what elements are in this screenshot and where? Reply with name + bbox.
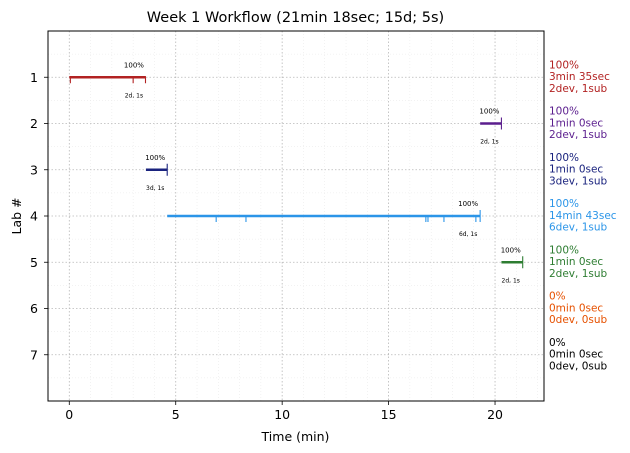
lab-6-summary-line: 0dev, 0sub xyxy=(549,314,608,326)
y-tick-label: 6 xyxy=(30,301,38,316)
lab-2-summary-line: 2dev, 1sub xyxy=(549,129,608,141)
lab-3-percent-label: 100% xyxy=(145,154,165,162)
lab-3-summary-line: 1min 0sec xyxy=(549,164,603,176)
lab-2-percent-label: 100% xyxy=(479,108,499,116)
lab-4-count-label: 6d, 1s xyxy=(459,231,477,238)
grid xyxy=(47,31,544,401)
lab-3-summary-line: 100% xyxy=(549,152,579,164)
x-tick-label: 20 xyxy=(487,407,503,422)
x-tick-label: 5 xyxy=(172,407,180,422)
x-axis-label: Time (min) xyxy=(261,429,330,444)
y-tick-label: 2 xyxy=(30,116,38,131)
lab-1-percent-label: 100% xyxy=(124,61,144,69)
y-tick-label: 3 xyxy=(30,162,38,177)
lab-1-count-label: 2d, 1s xyxy=(125,92,143,99)
x-tick-label: 10 xyxy=(274,407,290,422)
lab-5-count-label: 2d, 1s xyxy=(502,277,520,284)
lab-1-summary-line: 3min 35sec xyxy=(549,71,610,83)
lab-2-summary-line: 1min 0sec xyxy=(549,117,603,129)
y-axis-label: Lab # xyxy=(9,197,24,234)
x-tick-label: 0 xyxy=(65,407,73,422)
axis-ticks: 0 5 10 15 20 1 2 3 4 5 6 7 xyxy=(30,70,503,422)
lab-4-summary-line: 100% xyxy=(549,198,579,210)
lab-5-summary-line: 100% xyxy=(549,244,579,256)
y-tick-label: 1 xyxy=(30,70,38,85)
lab-3-count-label: 3d, 1s xyxy=(146,185,164,192)
lab-2-summary-line: 100% xyxy=(549,106,579,118)
lab-1-summary-line: 100% xyxy=(549,59,579,71)
lab-4-percent-label: 100% xyxy=(458,200,478,208)
y-tick-label: 7 xyxy=(30,347,38,362)
lab-5-percent-label: 100% xyxy=(501,246,521,254)
chart-title: Week 1 Workflow (21min 18sec; 15d; 5s) xyxy=(147,10,444,26)
y-tick-label: 4 xyxy=(30,209,38,224)
lab-4-summary-line: 6dev, 1sub xyxy=(549,222,608,234)
x-tick-label: 15 xyxy=(381,407,397,422)
lab-4-summary-line: 14min 43sec xyxy=(549,210,617,222)
lab-1-summary-line: 2dev, 1sub xyxy=(549,83,608,95)
lab-7-summary-line: 0min 0sec xyxy=(549,349,603,361)
y-tick-label: 5 xyxy=(30,255,38,270)
lab-5-summary-line: 2dev, 1sub xyxy=(549,268,608,280)
lab-5-summary-line: 1min 0sec xyxy=(549,256,603,268)
lab-7-summary-line: 0dev, 0sub xyxy=(549,360,608,372)
lab-2-count-label: 2d, 1s xyxy=(480,139,498,146)
lab-6-summary-line: 0% xyxy=(549,291,566,303)
lab-3-summary-line: 3dev, 1sub xyxy=(549,175,608,187)
lab-7-summary-line: 0% xyxy=(549,337,566,349)
lab-6-summary-line: 0min 0sec xyxy=(549,302,603,314)
plot-area: 100% 2d, 1s 100% 2d, 1s 100% 3d, 1s 100% 6d, 1s… xyxy=(69,61,524,284)
